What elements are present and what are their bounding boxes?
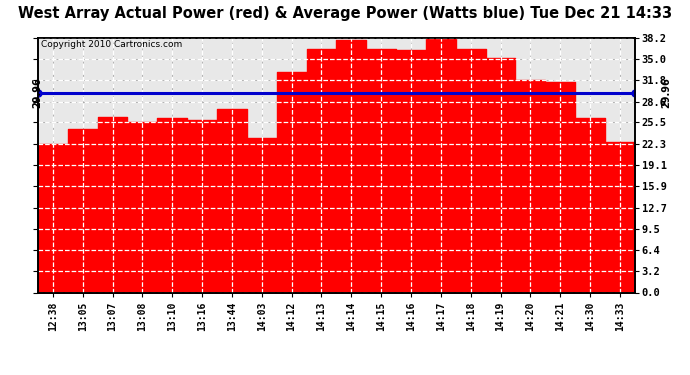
Bar <box>396 50 426 292</box>
Bar <box>277 72 306 292</box>
Bar <box>306 49 337 292</box>
Bar <box>337 40 366 292</box>
Text: 29.96: 29.96 <box>32 77 42 108</box>
Bar <box>575 118 605 292</box>
Bar <box>217 109 247 292</box>
Bar <box>545 82 575 292</box>
Bar <box>98 117 128 292</box>
Bar <box>486 57 515 292</box>
Bar <box>455 49 486 292</box>
Bar <box>68 129 98 292</box>
Bar <box>128 122 157 292</box>
Bar <box>187 120 217 292</box>
Text: Copyright 2010 Cartronics.com: Copyright 2010 Cartronics.com <box>41 40 182 49</box>
Text: West Array Actual Power (red) & Average Power (Watts blue) Tue Dec 21 14:33: West Array Actual Power (red) & Average … <box>18 6 672 21</box>
Text: 29.96: 29.96 <box>662 77 671 108</box>
Bar <box>605 142 635 292</box>
Bar <box>515 80 545 292</box>
Bar <box>157 118 187 292</box>
Bar <box>366 49 396 292</box>
Bar <box>426 38 455 292</box>
Bar <box>247 138 277 292</box>
Bar <box>38 144 68 292</box>
